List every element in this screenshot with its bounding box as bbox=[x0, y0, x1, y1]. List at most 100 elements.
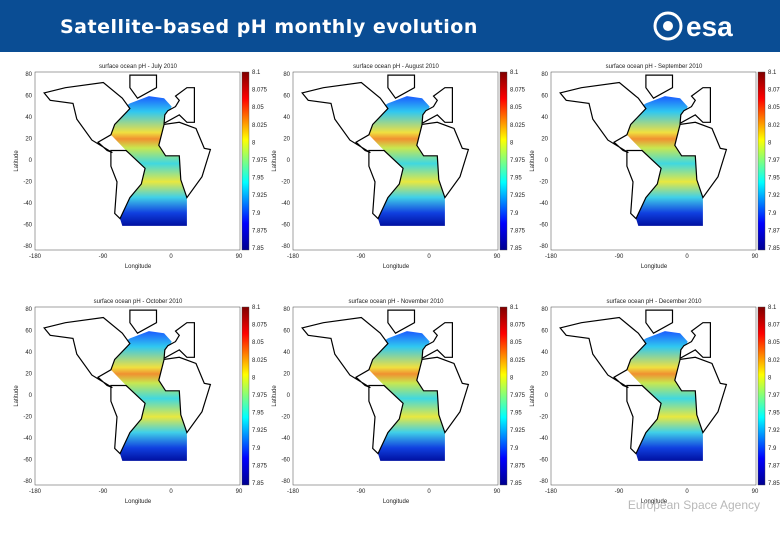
x-tick-label: 0 bbox=[685, 489, 689, 495]
colorbar bbox=[241, 71, 250, 251]
ph-field bbox=[110, 331, 187, 461]
colorbar-tick-label: 7.85 bbox=[768, 246, 780, 252]
y-tick-label: 60 bbox=[283, 94, 290, 100]
x-tick-label: -90 bbox=[99, 254, 108, 260]
colorbar-tick-label: 8.05 bbox=[768, 340, 780, 346]
x-tick-label: -90 bbox=[615, 254, 624, 260]
logo-ring bbox=[653, 11, 683, 41]
ph-field bbox=[110, 96, 187, 226]
colorbar-tick-label: 8.1 bbox=[252, 70, 261, 76]
logo-dot bbox=[663, 21, 673, 31]
coastline bbox=[559, 316, 647, 389]
y-tick-label: -80 bbox=[23, 244, 32, 250]
x-tick-label: 90 bbox=[236, 489, 243, 495]
panel-title: surface ocean pH - July 2010 bbox=[99, 64, 178, 70]
y-tick-label: 80 bbox=[25, 72, 32, 78]
x-axis-label: Longitude bbox=[641, 264, 668, 270]
y-tick-label: -80 bbox=[23, 479, 32, 485]
colorbar-tick-label: 8.075 bbox=[252, 323, 268, 329]
colorbar-tick-label: 8.1 bbox=[768, 305, 777, 311]
esa-logo: esa bbox=[653, 11, 733, 42]
colorbar bbox=[499, 71, 508, 251]
y-tick-label: 60 bbox=[25, 94, 32, 100]
y-tick-label: -60 bbox=[281, 223, 290, 229]
y-tick-label: -40 bbox=[23, 201, 32, 207]
colorbar-tick-label: 7.875 bbox=[768, 228, 780, 234]
colorbar-tick-label: 7.9 bbox=[510, 446, 519, 452]
coastline bbox=[129, 309, 158, 334]
colorbar-tick-label: 8.025 bbox=[252, 358, 268, 364]
colorbar-tick-label: 8.05 bbox=[768, 105, 780, 111]
coastline bbox=[674, 356, 728, 434]
colorbar-tick-label: 8.1 bbox=[768, 70, 777, 76]
map-panel: surface ocean pH - September 20108060402… bbox=[530, 64, 780, 270]
map-panel: surface ocean pH - October 2010806040200… bbox=[14, 299, 268, 505]
y-tick-label: -40 bbox=[539, 201, 548, 207]
colorbar-tick-label: 7.9 bbox=[510, 211, 519, 217]
y-tick-label: -40 bbox=[281, 201, 290, 207]
x-tick-label: -90 bbox=[357, 254, 366, 260]
y-tick-label: -80 bbox=[281, 479, 290, 485]
x-tick-label: 90 bbox=[236, 254, 243, 260]
y-tick-label: -80 bbox=[539, 479, 548, 485]
x-axis-label: Longitude bbox=[383, 499, 410, 505]
colorbar-tick-label: 7.975 bbox=[510, 393, 526, 399]
map-panel: surface ocean pH - November 201080604020… bbox=[272, 299, 526, 505]
y-tick-label: -60 bbox=[281, 458, 290, 464]
y-tick-label: 0 bbox=[545, 393, 549, 399]
colorbar-tick-label: 8.075 bbox=[510, 88, 526, 94]
x-axis-label: Longitude bbox=[125, 264, 152, 270]
x-tick-label: 0 bbox=[427, 254, 431, 260]
coastline bbox=[421, 322, 453, 360]
y-tick-label: 20 bbox=[283, 372, 290, 378]
ph-field bbox=[368, 96, 445, 226]
colorbar-tick-label: 8.075 bbox=[510, 323, 526, 329]
colorbar-tick-label: 8.025 bbox=[768, 358, 780, 364]
colorbar-tick-label: 7.95 bbox=[510, 411, 522, 417]
footer-text: European Space Agency bbox=[627, 498, 760, 512]
coastline bbox=[674, 121, 728, 199]
y-tick-label: 40 bbox=[541, 350, 548, 356]
coastline bbox=[158, 121, 212, 199]
y-tick-label: 40 bbox=[283, 115, 290, 121]
colorbar-tick-label: 7.95 bbox=[768, 411, 780, 417]
x-tick-label: 90 bbox=[494, 489, 501, 495]
y-tick-label: 20 bbox=[283, 137, 290, 143]
y-tick-label: 80 bbox=[283, 307, 290, 313]
y-tick-label: -80 bbox=[281, 244, 290, 250]
map-panel: surface ocean pH - July 2010806040200-20… bbox=[14, 64, 268, 270]
colorbar-tick-label: 8.05 bbox=[510, 105, 522, 111]
colorbar-tick-label: 7.85 bbox=[768, 481, 780, 487]
colorbar-tick-label: 7.85 bbox=[252, 481, 264, 487]
y-tick-label: 20 bbox=[541, 137, 548, 143]
y-tick-label: 40 bbox=[283, 350, 290, 356]
panel-title: surface ocean pH - October 2010 bbox=[94, 299, 183, 305]
coastline bbox=[110, 149, 146, 220]
y-tick-label: 80 bbox=[25, 307, 32, 313]
colorbar-tick-label: 7.925 bbox=[510, 428, 526, 434]
colorbar-tick-label: 8 bbox=[510, 140, 514, 146]
colorbar-tick-label: 7.925 bbox=[768, 428, 780, 434]
y-tick-label: 80 bbox=[541, 307, 548, 313]
y-tick-label: -80 bbox=[539, 244, 548, 250]
colorbar-tick-label: 7.85 bbox=[510, 246, 522, 252]
x-tick-label: -180 bbox=[545, 254, 558, 260]
y-tick-label: 60 bbox=[541, 94, 548, 100]
coastline bbox=[301, 81, 389, 154]
y-tick-label: 60 bbox=[25, 329, 32, 335]
colorbar-tick-label: 8.025 bbox=[768, 123, 780, 129]
x-tick-label: -180 bbox=[29, 489, 42, 495]
colorbar-tick-label: 7.875 bbox=[252, 463, 268, 469]
colorbar-tick-label: 7.925 bbox=[768, 193, 780, 199]
coastline bbox=[163, 87, 195, 125]
panel-title: surface ocean pH - November 2010 bbox=[348, 299, 444, 305]
y-tick-label: 0 bbox=[545, 158, 549, 164]
x-tick-label: 90 bbox=[752, 489, 759, 495]
colorbar-tick-label: 7.875 bbox=[768, 463, 780, 469]
coastline bbox=[129, 74, 158, 99]
colorbar-tick-label: 7.975 bbox=[252, 158, 268, 164]
slide-title: Satellite-based pH monthly evolution bbox=[60, 16, 478, 38]
y-tick-label: -40 bbox=[281, 436, 290, 442]
colorbar-tick-label: 7.925 bbox=[252, 193, 268, 199]
